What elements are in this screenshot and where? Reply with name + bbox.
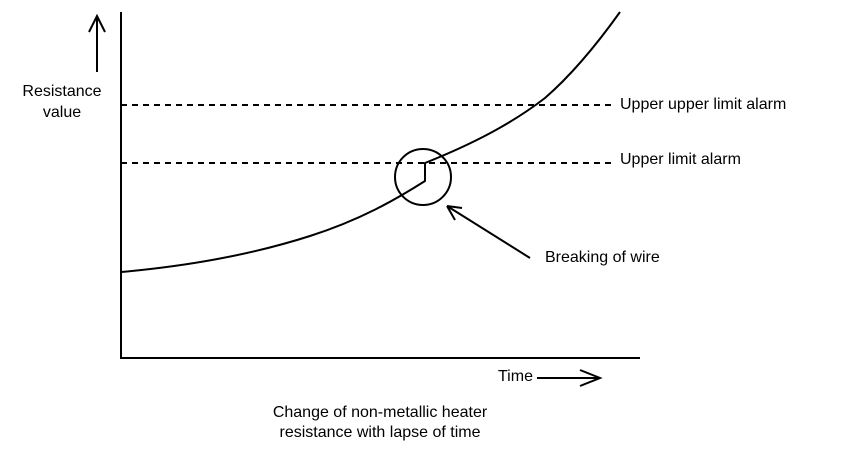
y-arrow — [88, 13, 106, 72]
y-label: value — [43, 104, 81, 121]
caption: Change of non-metallic heater — [273, 404, 488, 421]
threshold-label: Upper limit alarm — [620, 151, 741, 168]
x-arrow — [537, 369, 603, 387]
caption: resistance with lapse of time — [280, 424, 481, 441]
highlight-circle — [394, 148, 452, 206]
y-label: Resistance — [22, 83, 101, 100]
resistance-curve — [120, 11, 621, 273]
threshold-label: Upper upper limit alarm — [620, 96, 786, 113]
annotation-arrow — [446, 205, 531, 259]
x-label: Time — [498, 368, 533, 385]
annotation: Breaking of wire — [545, 249, 660, 266]
